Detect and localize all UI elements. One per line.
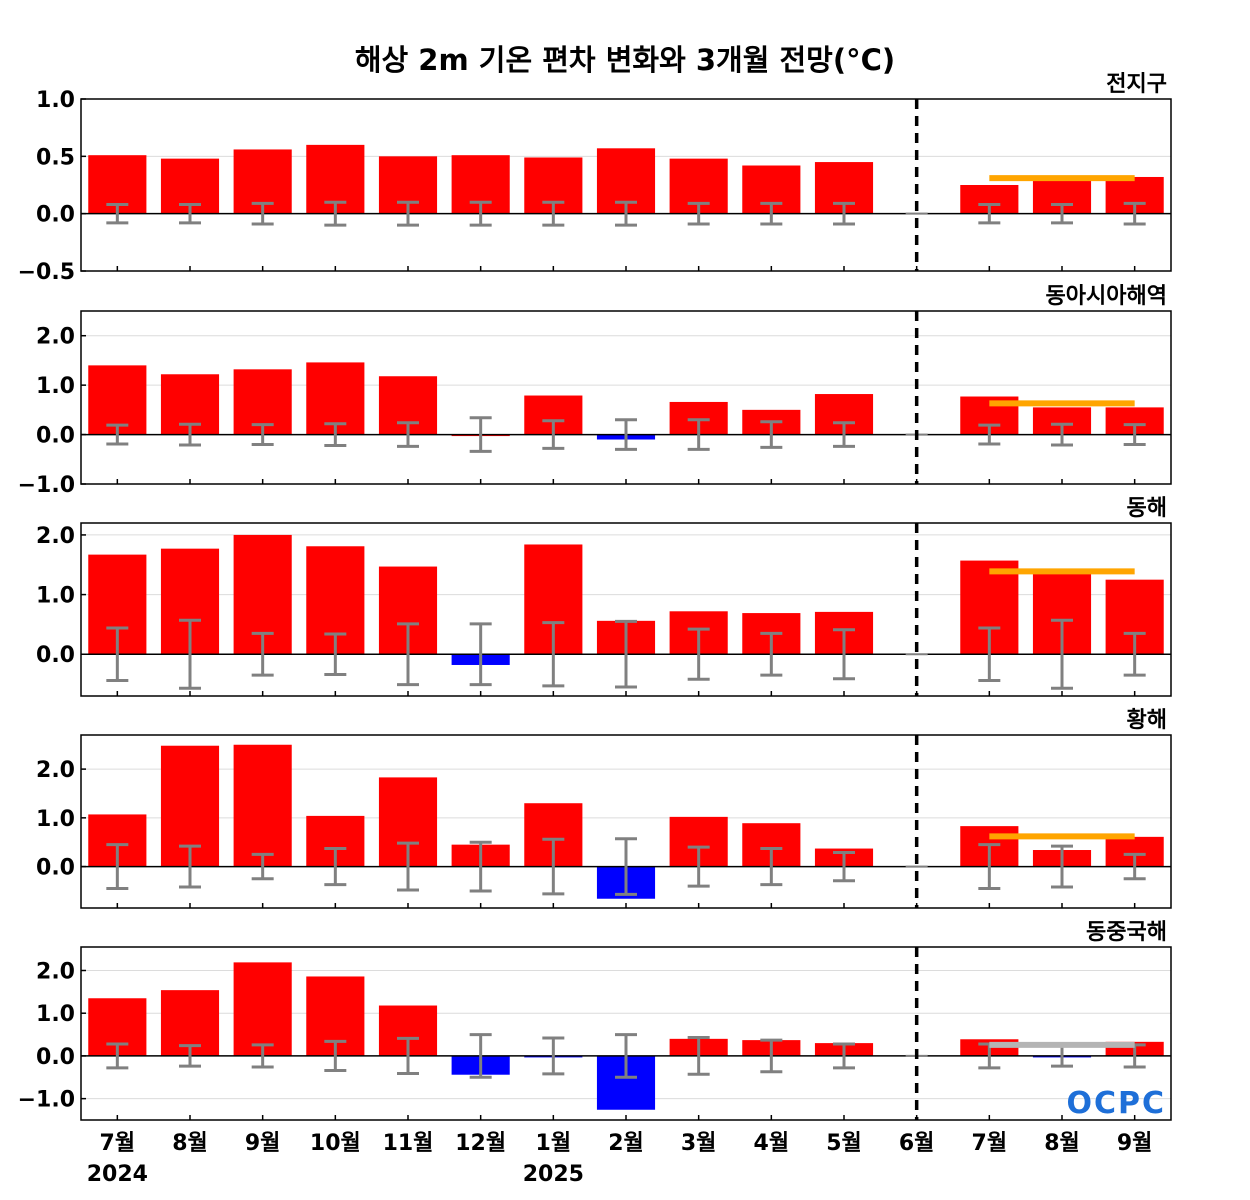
x-tick-label: 7월 xyxy=(100,1131,136,1156)
x-tick-label: 11월 xyxy=(383,1131,434,1156)
bar xyxy=(233,962,292,1056)
year-label: 2025 xyxy=(523,1162,584,1187)
panels-layer: 전지구 −0.5 0.0 0.5 1.0 동아시아해역 −1.0 0.0 1.0 2.0 동해 0.0… xyxy=(18,72,1172,1121)
y-tick-label: −1.0 xyxy=(18,1088,75,1113)
x-tick-label: 6월 xyxy=(899,1131,935,1156)
panel-title: 전지구 xyxy=(1106,72,1167,97)
x-tick-label: 9월 xyxy=(1117,1131,1153,1156)
y-tick-label: −1.0 xyxy=(18,473,75,498)
y-tick-label: 1.0 xyxy=(36,1002,75,1027)
y-tick-label: −0.5 xyxy=(18,260,75,285)
x-tick-label: 12월 xyxy=(455,1131,506,1156)
bar xyxy=(233,744,292,867)
panel-title: 동해 xyxy=(1127,496,1167,521)
panel-title: 동아시아해역 xyxy=(1046,284,1167,309)
x-tick-label: 9월 xyxy=(245,1131,281,1156)
panel-1: 전지구 −0.5 0.0 0.5 1.0 xyxy=(18,72,1172,285)
x-tick-label: 4월 xyxy=(754,1131,790,1156)
x-tick-label: 8월 xyxy=(172,1131,208,1156)
panel-title: 황해 xyxy=(1127,708,1167,733)
chart-title: 해상 2m 기온 편차 변화와 3개월 전망(°C) xyxy=(355,43,895,77)
x-tick-label: 1월 xyxy=(536,1131,572,1156)
y-tick-label: 0.0 xyxy=(36,1045,75,1070)
y-tick-label: 2.0 xyxy=(36,959,75,984)
year-label: 2024 xyxy=(87,1162,148,1187)
x-tick-label: 3월 xyxy=(681,1131,717,1156)
panel-3: 동해 0.0 1.0 2.0 xyxy=(36,496,1172,697)
x-tick-label: 7월 xyxy=(972,1131,1008,1156)
y-tick-label: 2.0 xyxy=(36,758,75,783)
y-tick-label: 0.0 xyxy=(36,643,75,668)
panel-title: 동중국해 xyxy=(1086,920,1167,945)
y-tick-label: 1.0 xyxy=(36,584,75,609)
y-tick-label: 2.0 xyxy=(36,325,75,350)
x-tick-label: 5월 xyxy=(826,1131,862,1156)
panel-4: 황해 0.0 1.0 2.0 xyxy=(36,708,1172,909)
y-tick-label: 0.5 xyxy=(36,145,75,170)
y-tick-label: 0.0 xyxy=(36,424,75,449)
panel-2: 동아시아해역 −1.0 0.0 1.0 2.0 xyxy=(18,284,1172,498)
y-tick-label: 1.0 xyxy=(36,88,75,113)
x-axis-labels: 7월 8월 9월 10월 11월 12월 1월 2월 3월 4월 5월 6월 7월 8월 9월 2024 202… xyxy=(87,1131,1153,1187)
ocpc-logo: OCPC xyxy=(1066,1086,1166,1121)
y-tick-label: 0.0 xyxy=(36,856,75,881)
y-tick-label: 2.0 xyxy=(36,524,75,549)
panel-5: 동중국해 −1.0 0.0 1.0 2.0 xyxy=(18,920,1172,1121)
y-tick-label: 1.0 xyxy=(36,374,75,399)
y-tick-label: 0.0 xyxy=(36,203,75,228)
x-tick-label: 8월 xyxy=(1044,1131,1080,1156)
y-tick-label: 1.0 xyxy=(36,807,75,832)
x-tick-label: 2월 xyxy=(608,1131,644,1156)
x-tick-label: 10월 xyxy=(310,1131,361,1156)
bar xyxy=(88,365,147,435)
